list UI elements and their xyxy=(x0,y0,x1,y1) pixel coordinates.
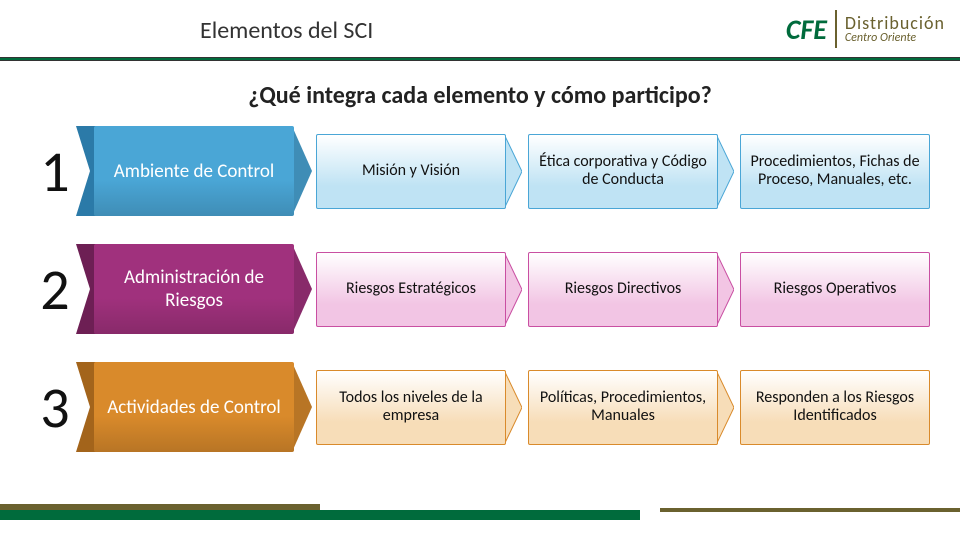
header-rule xyxy=(0,57,960,61)
sub-chevron: Responden a los Riesgos Identificados xyxy=(740,370,930,445)
row-2: 2Administración de RiesgosRiesgos Estrat… xyxy=(20,244,940,334)
sub-label: Responden a los Riesgos Identificados xyxy=(740,370,930,445)
sub-chevron: Todos los niveles de la empresa xyxy=(316,370,506,445)
sub-label: Políticas, Procedimientos, Manuales xyxy=(528,370,718,445)
chevron-right-icon xyxy=(716,252,734,327)
rows-container: 1Ambiente de ControlMisión y VisiónÉtica… xyxy=(0,126,960,452)
main-chevron: Ambiente de Control xyxy=(94,126,294,216)
page-title: Elementos del SCI xyxy=(200,16,373,45)
chevron-right-icon xyxy=(292,362,312,452)
logo-dist-main: Distribución xyxy=(845,14,945,32)
chevron-right-icon xyxy=(716,370,734,445)
sub-chevron: Misión y Visión xyxy=(316,134,506,209)
chevron-right-icon xyxy=(716,134,734,209)
sub-label: Riesgos Directivos xyxy=(528,252,718,327)
sub-label: Riesgos Estratégicos xyxy=(316,252,506,327)
sub-label: Procedimientos, Fichas de Proceso, Manua… xyxy=(740,134,930,209)
logo-divider xyxy=(835,10,837,48)
chevron-right-icon xyxy=(504,252,522,327)
sub-chevron: Riesgos Operativos xyxy=(740,252,930,327)
sub-chevron: Ética corporativa y Código de Conducta xyxy=(528,134,718,209)
logo-dist-sub: Centro Oriente xyxy=(845,32,945,44)
main-chevron: Administración de Riesgos xyxy=(94,244,294,334)
chevron-right-icon xyxy=(504,134,522,209)
subtitle: ¿Qué integra cada elemento y cómo partic… xyxy=(0,81,960,110)
sub-label: Ética corporativa y Código de Conducta xyxy=(528,134,718,209)
header: Elementos del SCI CFE Distribución Centr… xyxy=(0,0,960,53)
chevron-right-icon xyxy=(504,370,522,445)
sub-label: Todos los niveles de la empresa xyxy=(316,370,506,445)
main-label: Administración de Riesgos xyxy=(94,244,294,334)
sub-chevron: Riesgos Estratégicos xyxy=(316,252,506,327)
sub-chevron: Políticas, Procedimientos, Manuales xyxy=(528,370,718,445)
sub-label: Riesgos Operativos xyxy=(740,252,930,327)
row-3: 3Actividades de ControlTodos los niveles… xyxy=(20,362,940,452)
logo-distribution: Distribución Centro Oriente xyxy=(845,14,945,44)
main-label: Ambiente de Control xyxy=(94,126,294,216)
chevron-right-icon xyxy=(292,244,312,334)
row-1: 1Ambiente de ControlMisión y VisiónÉtica… xyxy=(20,126,940,216)
logo-cfe-text: CFE xyxy=(786,12,827,47)
logo: CFE Distribución Centro Oriente xyxy=(786,10,945,48)
chevron-right-icon xyxy=(292,126,312,216)
footer-stripe-gold-right xyxy=(660,508,960,512)
main-chevron: Actividades de Control xyxy=(94,362,294,452)
sub-chevron: Riesgos Directivos xyxy=(528,252,718,327)
main-label: Actividades de Control xyxy=(94,362,294,452)
sub-chevron: Procedimientos, Fichas de Proceso, Manua… xyxy=(740,134,930,209)
sub-label: Misión y Visión xyxy=(316,134,506,209)
footer-stripe-green xyxy=(0,510,640,520)
